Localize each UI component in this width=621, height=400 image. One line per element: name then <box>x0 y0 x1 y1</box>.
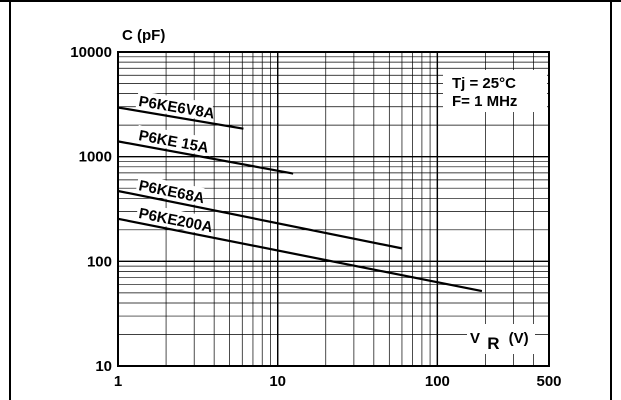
y-tick-label: 10000 <box>70 44 112 61</box>
annotation-background <box>443 70 547 112</box>
annotation-temperature: Tj = 25°C <box>452 75 516 92</box>
x-axis-title-main: V <box>470 330 480 347</box>
x-axis-title-subscript: R <box>487 334 499 353</box>
series-label-4: P6KE200A <box>137 205 214 236</box>
series-line-4 <box>117 217 483 293</box>
x-tick-label: 100 <box>425 373 450 390</box>
x-axis-title: V R (V) <box>470 330 529 353</box>
series-label-background <box>135 90 214 122</box>
plot-border <box>117 51 550 367</box>
series-line-2 <box>117 140 294 175</box>
y-axis-title: C (pF) <box>122 27 165 44</box>
x-tick-label: 10 <box>269 373 286 390</box>
x-axis-title-background <box>467 324 535 354</box>
series-line-3 <box>117 189 403 250</box>
series-line-1 <box>117 106 244 130</box>
series-label-background <box>135 174 205 206</box>
x-tick-label: 1 <box>114 373 122 390</box>
series-label-background <box>135 202 214 236</box>
x-axis-title-unit: (V) <box>509 330 529 347</box>
series-label-background <box>135 124 214 157</box>
grid <box>118 52 550 366</box>
y-tick-label: 10 <box>95 358 112 375</box>
annotation-frequency: F= 1 MHz <box>452 93 517 110</box>
y-tick-label: 1000 <box>79 149 112 166</box>
x-tick-label: 500 <box>536 373 561 390</box>
y-tick-label: 100 <box>87 253 112 270</box>
